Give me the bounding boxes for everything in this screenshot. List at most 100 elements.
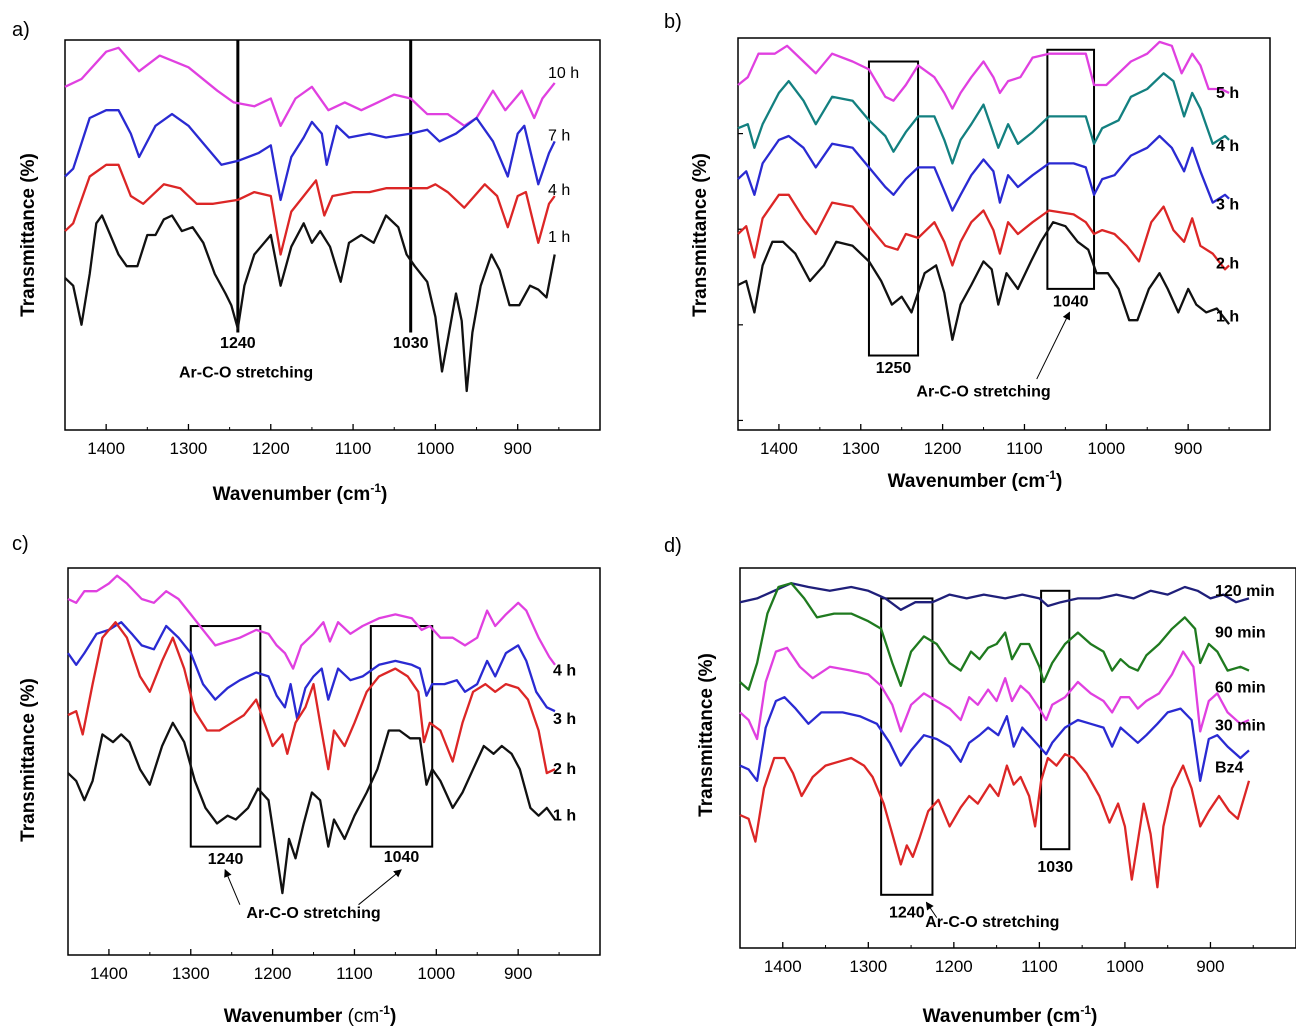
peak-region-box — [1040, 589, 1071, 851]
x-axis-title: Wavenumber (cm-1) — [213, 481, 388, 505]
series-label: 90 min — [1215, 625, 1266, 642]
x-tick-label: 1100 — [1006, 439, 1043, 458]
plot-frame — [739, 567, 1296, 949]
series-line — [67, 621, 556, 775]
panel-c: c) 1400 1300 1200 1100 1000 900 Transmittance (… — [12, 533, 601, 1027]
series-line — [737, 134, 1230, 212]
peak-label: 1250 — [876, 360, 912, 377]
series-line — [64, 214, 556, 393]
series-label: 7 h — [548, 128, 570, 145]
series-line — [737, 72, 1230, 165]
series-label: 4 h — [1216, 138, 1239, 155]
peak-label: 1030 — [1037, 859, 1073, 876]
panel-letter: b) — [664, 11, 682, 33]
peak-label: 1240 — [220, 335, 256, 352]
series-label: 120 min — [1215, 583, 1275, 600]
x-tick-label: 900 — [1196, 957, 1224, 976]
series-line — [67, 721, 556, 895]
plot-frame — [64, 39, 601, 431]
y-axis-title: Transmittance (%) — [696, 653, 717, 817]
series-label: 1 h — [548, 229, 570, 246]
series-label: 10 h — [548, 65, 579, 82]
series-line — [67, 621, 556, 721]
x-axis-title: Wavenumber (cm-1) — [888, 468, 1063, 492]
series-label: 3 h — [553, 711, 576, 728]
panel-b: b) 1400 1300 1200 1100 1000 900 Transmittance (… — [664, 11, 1271, 492]
series-label: 5 h — [1216, 85, 1239, 102]
x-tick-label: 1000 — [417, 964, 455, 983]
series-line — [737, 40, 1230, 110]
panel-a: a) 1400 1300 1200 1100 1000 900 Transmittance (… — [12, 19, 601, 505]
annotation-text: Ar-C-O stretching — [925, 914, 1059, 931]
plot-frame — [67, 567, 601, 956]
annotation-arrow — [925, 901, 938, 918]
peak-label: 1040 — [384, 849, 420, 866]
series-line — [64, 46, 556, 127]
x-tick-label: 1000 — [416, 439, 454, 458]
series-label: 1 h — [553, 808, 576, 825]
peak-region-box — [369, 625, 434, 848]
y-axis-title: Transmittance (%) — [18, 678, 39, 842]
panel-d: d) 1400 1300 1200 1100 1000 900 Transmittance (… — [664, 535, 1296, 1027]
series-label: 3 h — [1216, 197, 1239, 214]
x-tick-label: 1400 — [760, 439, 798, 458]
x-tick-label: 1200 — [935, 957, 973, 976]
annotation-text: Ar-C-O stretching — [916, 384, 1050, 401]
peak-region-box — [189, 625, 262, 848]
peak-region-box — [1046, 48, 1096, 290]
peak-label: 1040 — [1053, 294, 1089, 311]
peak-region-box — [880, 597, 934, 896]
series-label: 1 h — [1216, 308, 1239, 325]
series-label: Bz4 — [1215, 760, 1244, 777]
annotation-text: Ar-C-O stretching — [179, 364, 313, 381]
series-line — [737, 221, 1231, 341]
panel-letter: d) — [664, 535, 682, 557]
x-tick-label: 900 — [504, 964, 532, 983]
peak-label: 1030 — [393, 335, 429, 352]
series-line — [739, 646, 1250, 741]
x-tick-label: 1300 — [849, 957, 887, 976]
series-line — [739, 753, 1251, 889]
panel-letter: a) — [12, 19, 30, 41]
x-tick-label: 900 — [504, 439, 532, 458]
series-label: 4 h — [553, 663, 576, 680]
panel-letter: c) — [12, 533, 29, 555]
x-tick-label: 1300 — [170, 439, 208, 458]
x-tick-label: 1200 — [254, 964, 292, 983]
y-axis-title: Transmittance (%) — [690, 153, 711, 317]
peak-label: 1240 — [889, 905, 925, 922]
peak-label: 1240 — [208, 851, 244, 868]
series-line — [739, 582, 1250, 611]
x-tick-label: 1100 — [335, 439, 372, 458]
annotation-arrow — [224, 868, 241, 905]
x-tick-label: 1100 — [1021, 957, 1058, 976]
series-line — [739, 696, 1250, 782]
series-label: 4 h — [548, 182, 570, 199]
x-tick-label: 1300 — [842, 439, 880, 458]
x-tick-label: 1000 — [1087, 439, 1125, 458]
y-axis-title: Transmittance (%) — [18, 153, 39, 317]
series-label: 60 min — [1215, 680, 1266, 697]
series-label: 2 h — [1216, 255, 1239, 272]
x-tick-label: 1400 — [764, 957, 802, 976]
x-tick-label: 900 — [1174, 439, 1202, 458]
x-tick-label: 1300 — [172, 964, 210, 983]
series-line — [67, 574, 556, 670]
annotation-arrow — [1036, 311, 1070, 380]
x-axis-title: Wavenumber (cm-1) — [923, 1003, 1098, 1027]
x-tick-label: 1400 — [90, 964, 128, 983]
x-tick-label: 1200 — [924, 439, 962, 458]
series-line — [739, 582, 1250, 691]
series-label: 2 h — [553, 761, 576, 778]
series-label: 30 min — [1215, 718, 1266, 735]
series-line — [64, 163, 556, 256]
series-line — [64, 109, 556, 202]
x-axis-title: Wavenumber (cm-1) — [224, 1003, 397, 1027]
annotation-arrow — [358, 869, 402, 906]
x-tick-label: 1100 — [336, 964, 373, 983]
x-tick-label: 1400 — [87, 439, 125, 458]
annotation-text: Ar-C-O stretching — [246, 905, 380, 922]
x-tick-label: 1000 — [1106, 957, 1144, 976]
x-tick-label: 1200 — [252, 439, 290, 458]
